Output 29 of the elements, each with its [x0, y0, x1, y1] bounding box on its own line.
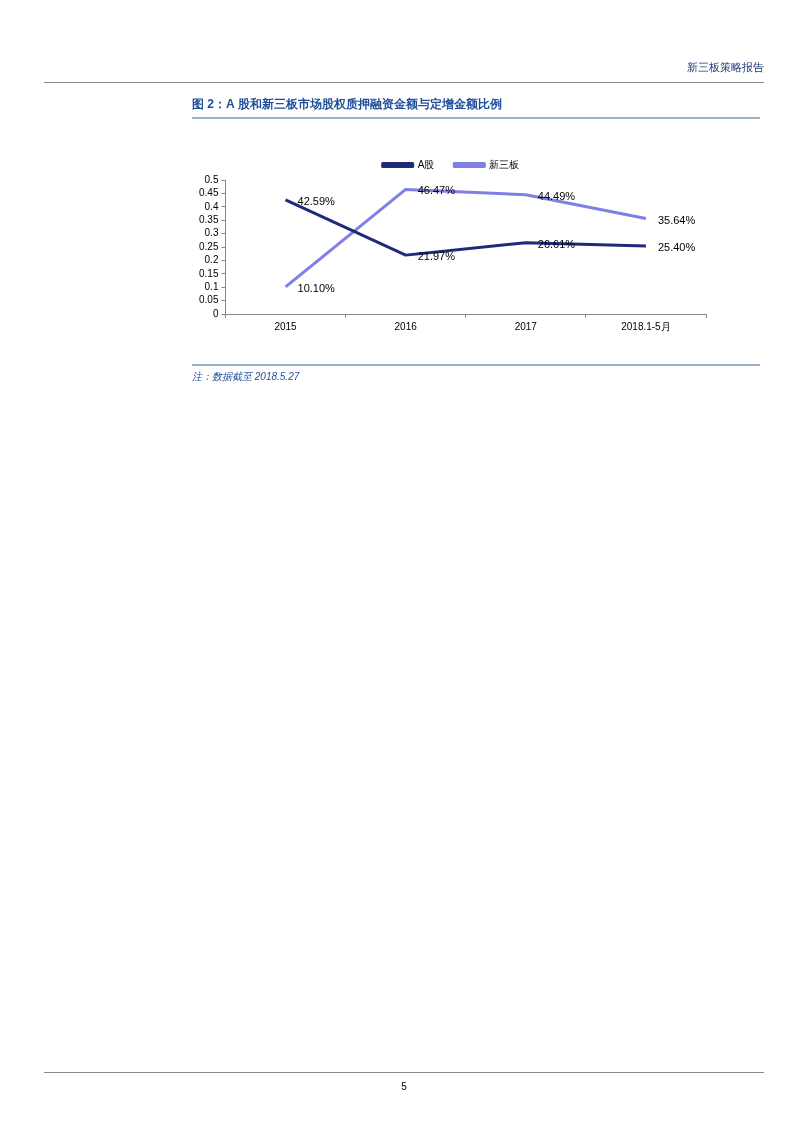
x-tick-label: 2017: [514, 320, 538, 332]
text: 新三板策略报告: [44, 60, 764, 83]
y-tick-label: 0.4: [204, 200, 219, 212]
data-label: 44.49%: [537, 189, 576, 202]
y-tick-label: 0.2: [204, 254, 219, 266]
y-tick-label: 0.35: [198, 213, 219, 225]
x-tick-label: 2018.1-5月: [621, 320, 671, 332]
y-tick-label: 0.3: [204, 227, 219, 239]
y-tick-label: 0: [212, 307, 219, 319]
x-tick-label: 2015: [274, 320, 298, 332]
y-tick-label: 0.45: [198, 187, 219, 199]
data-label: 46.47%: [417, 184, 456, 197]
y-tick-label: 0.05: [198, 294, 219, 306]
data-label: 25.40%: [657, 240, 696, 253]
data-label: 10.10%: [297, 281, 336, 294]
y-tick-label: 0.15: [198, 267, 219, 279]
y-tick-label: 0.1: [204, 280, 219, 292]
text: 注：数据截至 2018.5.27: [192, 364, 760, 384]
chart-title: 图 2：A 股和新三板市场股权质押融资金额与定增金额比例: [192, 96, 760, 119]
legend-label: 新三板: [489, 158, 520, 170]
data-label: 42.59%: [297, 194, 336, 207]
y-tick-label: 0.5: [204, 173, 219, 185]
y-tick-label: 0.25: [198, 240, 219, 252]
data-label: 26.61%: [537, 237, 576, 250]
data-label: 35.64%: [657, 213, 696, 226]
x-tick-label: 2016: [394, 320, 418, 332]
legend-label: A股: [417, 158, 435, 170]
text: 5: [44, 1072, 764, 1092]
data-label: 21.97%: [417, 250, 456, 263]
